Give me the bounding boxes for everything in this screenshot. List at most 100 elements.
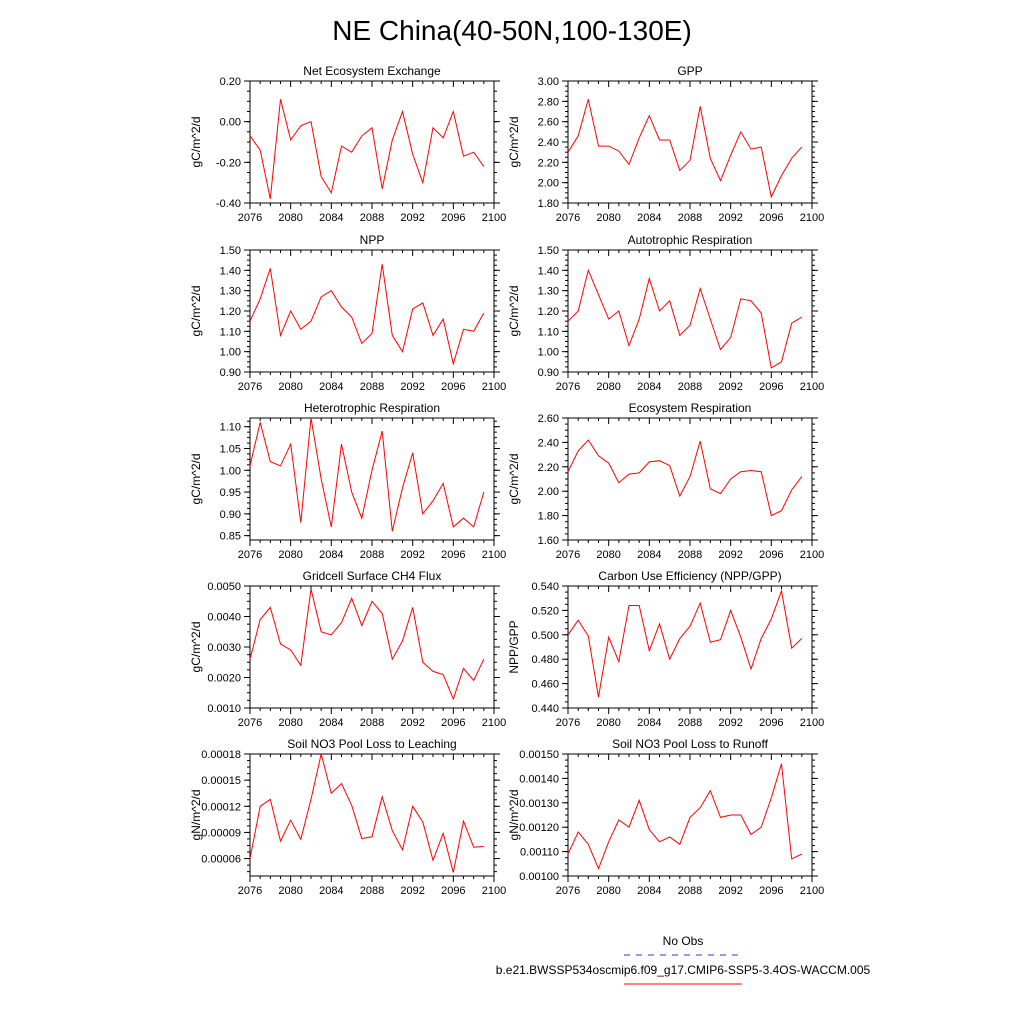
y-axis-label: gC/m^2/d — [507, 454, 521, 505]
y-tick-label: 0.95 — [220, 487, 241, 499]
data-point — [618, 482, 620, 484]
data-point — [750, 469, 752, 471]
data-point — [567, 151, 569, 153]
data-point — [709, 157, 711, 159]
x-tick-label: 2092 — [400, 885, 424, 897]
data-point — [351, 316, 353, 318]
y-tick-label: 0.00110 — [520, 847, 559, 859]
data-point — [770, 367, 772, 369]
y-tick-label: 2.60 — [538, 413, 559, 425]
panel-title: Heterotrophic Respiration — [304, 401, 440, 415]
y-tick-label: 1.20 — [538, 306, 559, 318]
x-tick-label: 2100 — [482, 717, 506, 729]
x-tick-label: 2080 — [596, 549, 620, 561]
data-point — [249, 320, 251, 322]
data-point — [361, 135, 363, 137]
data-point — [740, 298, 742, 300]
x-tick-label: 2076 — [238, 381, 262, 393]
data-point — [740, 131, 742, 133]
y-axis-label: gC/m^2/d — [189, 117, 203, 168]
data-point — [648, 461, 650, 463]
y-tick-label: 0.520 — [531, 605, 559, 617]
data-point — [618, 661, 620, 663]
data-point — [381, 188, 383, 190]
data-point — [648, 829, 650, 831]
data-point — [259, 619, 261, 621]
data-point — [300, 125, 302, 127]
x-tick-label: 2076 — [556, 212, 580, 224]
data-point — [371, 836, 373, 838]
plot-frame — [567, 249, 813, 373]
y-tick-label: 0.00009 — [201, 827, 241, 839]
x-tick-label: 2088 — [678, 549, 702, 561]
x-tick-label: 2100 — [482, 381, 506, 393]
data-point — [371, 600, 373, 602]
data-point — [341, 145, 343, 147]
data-point — [371, 127, 373, 129]
y-tick-label: 2.00 — [538, 178, 559, 190]
x-tick-label: 2092 — [718, 381, 742, 393]
x-tick-label: 2084 — [319, 381, 343, 393]
series-line — [249, 264, 485, 366]
data-point — [422, 821, 424, 823]
data-point — [598, 868, 600, 870]
data-point — [720, 349, 722, 351]
data-point — [412, 452, 414, 454]
data-point — [659, 460, 661, 462]
data-point — [402, 640, 404, 642]
data-point — [473, 151, 475, 153]
data-point — [628, 473, 630, 475]
data-point — [412, 805, 414, 807]
y-tick-label: 0.0020 — [207, 673, 241, 685]
data-point — [618, 150, 620, 152]
y-tick-label: 0.0030 — [207, 642, 241, 654]
data-point — [320, 753, 322, 755]
x-tick-label: 2096 — [759, 885, 783, 897]
data-point — [483, 312, 485, 314]
y-tick-label: 0.440 — [531, 703, 559, 715]
data-point — [452, 872, 454, 874]
data-point — [567, 853, 569, 855]
data-point — [269, 798, 271, 800]
x-tick-label: 2080 — [596, 885, 620, 897]
y-tick-label: 0.00120 — [519, 822, 559, 834]
x-tick-label: 2076 — [556, 717, 580, 729]
data-point — [740, 814, 742, 816]
data-point — [483, 658, 485, 660]
data-point — [760, 471, 762, 473]
data-point — [402, 351, 404, 353]
x-tick-label: 2076 — [238, 885, 262, 897]
data-point — [709, 641, 711, 643]
x-tick-label: 2084 — [319, 885, 343, 897]
data-point — [391, 830, 393, 832]
data-point — [269, 267, 271, 269]
x-tick-label: 2100 — [482, 885, 506, 897]
data-point — [618, 819, 620, 821]
x-tick-label: 2076 — [556, 549, 580, 561]
panel-gridcell-surface-ch4-flux: Gridcell Surface CH4 Flux 2076 2080 2084 208… — [189, 569, 506, 729]
data-point — [320, 176, 322, 178]
x-tick-label: 2096 — [441, 885, 465, 897]
series-line — [249, 588, 485, 701]
y-tick-label: 1.20 — [220, 306, 241, 318]
data-point — [659, 139, 661, 141]
x-tick-label: 2092 — [718, 717, 742, 729]
y-tick-label: 2.20 — [538, 462, 559, 474]
data-point — [689, 816, 691, 818]
data-point — [290, 139, 292, 141]
data-point — [750, 300, 752, 302]
data-point — [791, 322, 793, 324]
y-tick-label: 0.90 — [220, 509, 241, 521]
data-point — [730, 478, 732, 480]
data-point — [300, 664, 302, 666]
panel-npp: NPP 2076 2080 2084 2088 2092 2096 2100 0.90 1.00 1… — [189, 233, 506, 393]
x-tick-label: 2096 — [759, 549, 783, 561]
data-point — [730, 154, 732, 156]
data-point — [351, 804, 353, 806]
y-tick-label: 1.40 — [220, 265, 241, 277]
data-point — [801, 476, 803, 478]
data-point — [587, 98, 589, 100]
data-point — [361, 838, 363, 840]
data-point — [669, 300, 671, 302]
data-point — [699, 807, 701, 809]
